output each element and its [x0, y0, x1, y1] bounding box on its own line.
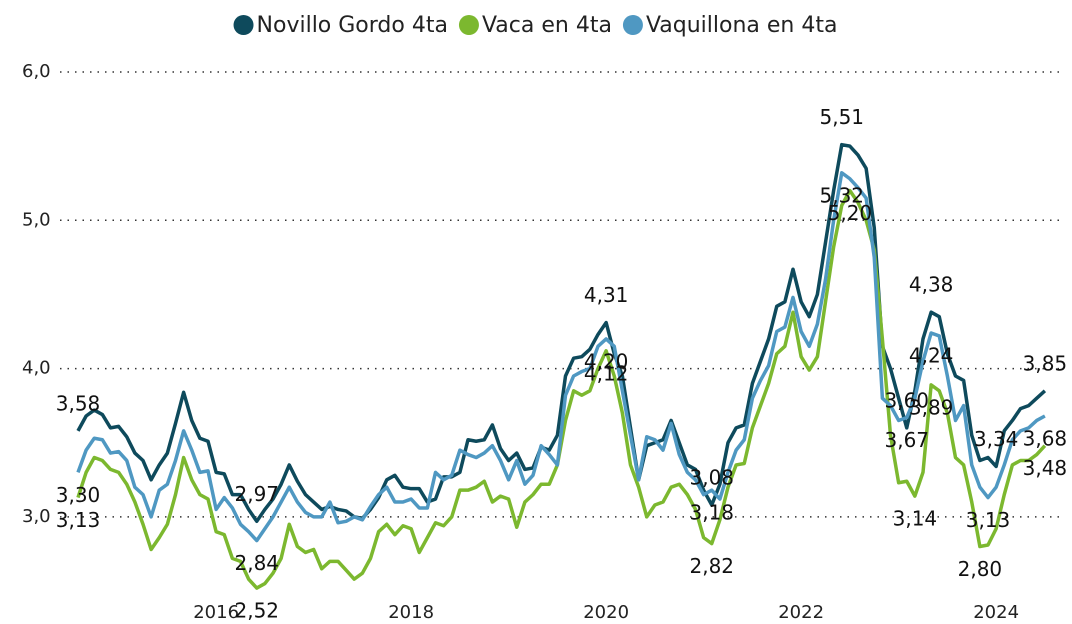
data-label: 3,68 [1023, 427, 1068, 451]
data-label: 3,34 [974, 427, 1019, 451]
data-label: 3,85 [1023, 351, 1068, 375]
data-label: 2,52 [234, 599, 279, 623]
data-label: 5,20 [828, 201, 873, 225]
x-tick-label: 2022 [778, 602, 824, 623]
legend: Novillo Gordo 4ta Vaca en 4ta Vaquillona e… [233, 13, 838, 38]
legend-label: Vaca en 4ta [482, 13, 612, 38]
data-label: 5,32 [819, 183, 864, 207]
data-label: 2,84 [234, 551, 279, 575]
data-label: 2,97 [234, 482, 279, 506]
x-tick-label: 2024 [973, 602, 1019, 623]
series-line [76, 171, 1046, 543]
data-label: 3,58 [56, 391, 101, 415]
legend-marker [233, 15, 254, 35]
data-label: 3,13 [56, 508, 101, 532]
data-label: 2,80 [958, 557, 1003, 581]
data-label: 5,51 [819, 105, 864, 129]
x-tick-label: 2016 [193, 602, 239, 623]
data-label: 3,60 [884, 388, 929, 412]
data-label: 3,67 [884, 428, 929, 452]
x-tick-label: 2018 [388, 602, 434, 623]
data-label: 3,89 [909, 395, 954, 419]
legend-label: Vaquillona en 4ta [646, 13, 838, 38]
y-tick-label: 6,0 [22, 61, 51, 82]
legend-label: Novillo Gordo 4ta [257, 13, 448, 38]
data-label: 3,18 [689, 501, 734, 525]
x-tick-label: 2020 [583, 602, 629, 623]
y-tick-label: 3,0 [22, 506, 51, 527]
data-label: 4,31 [584, 283, 629, 307]
data-label: 4,24 [909, 343, 954, 367]
data-label: 4,12 [584, 361, 629, 385]
data-label: 3,48 [1023, 456, 1068, 480]
y-tick-label: 4,0 [22, 358, 51, 379]
series-line [76, 142, 1047, 524]
data-label: 4,38 [909, 273, 954, 297]
data-label: 3,30 [56, 483, 101, 507]
data-label: 3,13 [966, 508, 1011, 532]
data-label: 3,08 [689, 465, 734, 489]
legend-marker [622, 15, 643, 35]
data-label: 3,14 [893, 507, 938, 531]
data-label: 4,20 [584, 349, 629, 373]
y-tick-label: 5,0 [22, 209, 51, 230]
legend-marker [458, 15, 479, 35]
data-label: 2,82 [689, 554, 734, 578]
